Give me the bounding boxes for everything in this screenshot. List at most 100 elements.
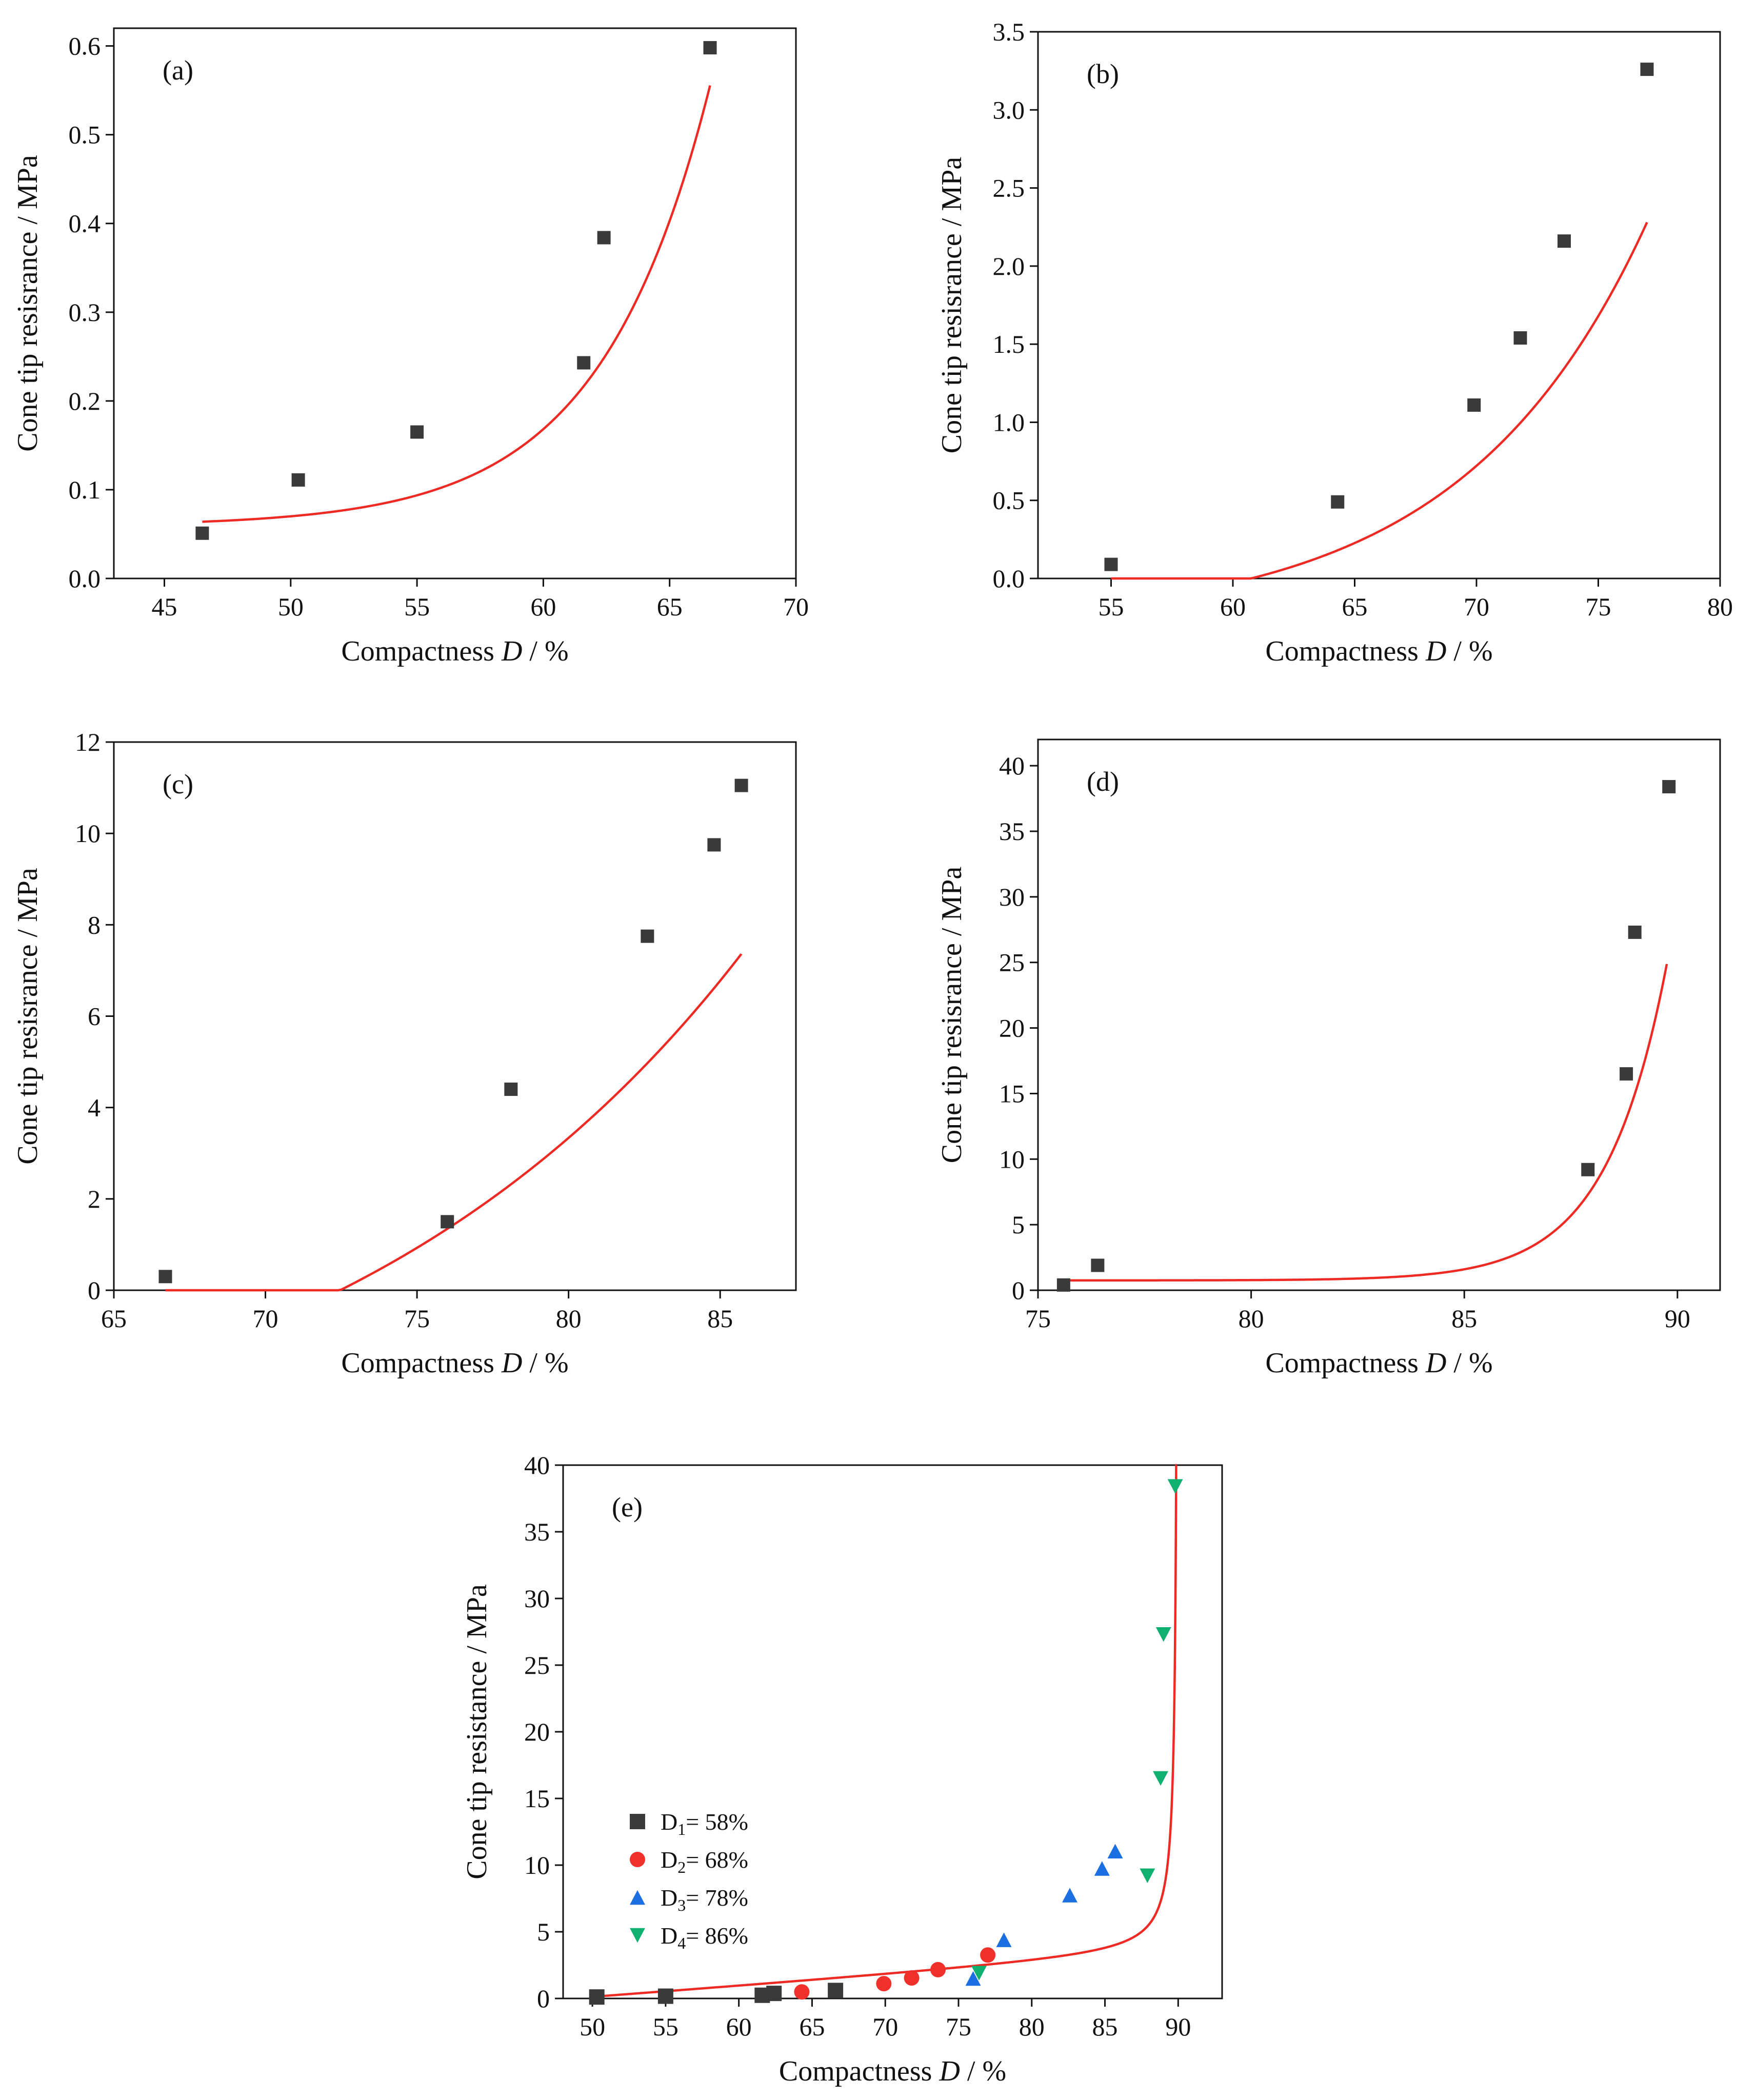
panel-d: 75 80 85 90 0 5 10 15 20 25 30 35 40 Compactness D / … (936, 738, 1721, 1379)
x-axis-title: Compactness D / % (1265, 1347, 1492, 1379)
fit-curve (1063, 964, 1668, 1282)
x-axis-title-main: Compactness (1265, 1347, 1426, 1379)
data-point (1331, 495, 1345, 509)
data-point (734, 778, 748, 792)
x-axis-title-unit: / % (522, 1347, 568, 1379)
data-point-D4 (971, 1966, 987, 1981)
x-axis-title-unit: / % (1446, 635, 1492, 667)
y-tick-label: 15 (524, 1784, 550, 1813)
legend-entry: D2= 68% (661, 1847, 748, 1876)
x-tick-label: 60 (726, 2012, 752, 2041)
x-axis-title: Compactness D / % (779, 2055, 1006, 2087)
y-tick-label: 35 (524, 1517, 550, 1546)
legend-rest: = 78% (686, 1885, 748, 1911)
legend-marker (630, 1928, 645, 1943)
panel-e: 50 55 60 65 70 75 80 85 90 0 5 10 15 20 25 30 35 40 Compac… (461, 1451, 1223, 2087)
data-point (597, 231, 611, 245)
data-point-D4 (1140, 1868, 1155, 1884)
x-axis-title: Compactness D / % (341, 635, 568, 667)
plot-frame (113, 27, 797, 579)
x-tick-label: 55 (1099, 592, 1124, 621)
y-axis-title: Cone tip resisrance / MPa (936, 157, 968, 454)
data-point (577, 356, 591, 370)
y-tick-label: 30 (524, 1584, 550, 1613)
data-point (1620, 1067, 1633, 1081)
y-tick-label: 12 (75, 728, 101, 756)
y-tick-label: 0.0 (69, 564, 101, 593)
y-tick-label: 40 (524, 1451, 550, 1479)
data-point (707, 838, 721, 852)
data-point (1467, 398, 1481, 412)
legend-base: D (661, 1847, 677, 1873)
data-point-D2 (794, 1984, 810, 2000)
legend-subscript: 3 (677, 1896, 686, 1914)
data-point (1104, 557, 1118, 571)
y-tick-label: 10 (524, 1851, 550, 1879)
legend-marker (630, 1814, 645, 1829)
fit-curve (592, 1464, 1177, 1998)
y-tick-label: 2.0 (993, 252, 1025, 281)
x-tick-label: 80 (1239, 1304, 1264, 1333)
data-point-D2 (904, 1970, 920, 1986)
y-tick-label: 0 (1012, 1276, 1025, 1305)
panel-label: (c) (163, 769, 193, 799)
x-tick-label: 75 (1586, 592, 1611, 621)
y-tick-label: 10 (75, 819, 101, 848)
panel-b: 55 60 65 70 75 80 0.0 0.5 1.0 1.5 2.0 2.5 3.0 3.5 Comp… (936, 17, 1733, 667)
data-point (641, 929, 654, 943)
legend-base: D (661, 1885, 677, 1911)
y-axis-title: Cone tip resisrance / MPa (12, 868, 44, 1165)
y-tick-label: 35 (999, 817, 1025, 846)
panel-a: 45 50 55 60 65 70 0.0 0.1 0.2 0.3 0.4 0.5 0.6 Compact… (12, 27, 809, 667)
y-tick-label: 2 (88, 1185, 101, 1213)
legend-marker (630, 1890, 645, 1905)
x-axis-title-var: D (1425, 635, 1446, 667)
panel-label: (d) (1087, 766, 1119, 797)
x-tick-label: 80 (556, 1304, 582, 1333)
panel-label: (e) (612, 1492, 643, 1523)
data-point-D1 (828, 1983, 844, 1998)
panel-c: 65 70 75 80 85 0 2 4 6 8 10 12 Compactness D / % Cone… (12, 728, 797, 1379)
data-point (195, 526, 209, 540)
y-tick-label: 0.2 (69, 387, 101, 415)
x-axis-title-main: Compactness (779, 2055, 940, 2087)
legend-base: D (661, 1923, 677, 1949)
y-tick-label: 15 (999, 1079, 1025, 1108)
y-tick-label: 0.5 (993, 486, 1025, 515)
legend-entry: D4= 86% (661, 1923, 748, 1952)
legend-rest: = 86% (686, 1923, 748, 1949)
y-tick-label: 0 (88, 1276, 101, 1305)
x-tick-label: 90 (1665, 1304, 1690, 1333)
x-tick-label: 75 (946, 2012, 971, 2041)
y-tick-label: 0.0 (993, 564, 1025, 593)
y-tick-label: 1.0 (993, 408, 1025, 436)
data-point-D4 (1167, 1479, 1183, 1494)
legend-rest: = 68% (686, 1847, 748, 1873)
data-point (1640, 63, 1654, 76)
data-point (1513, 331, 1527, 345)
y-tick-label: 25 (524, 1651, 550, 1679)
y-axis-title: Cone tip resisrance / MPa (936, 867, 968, 1164)
legend-subscript: 1 (677, 1820, 686, 1838)
x-tick-label: 85 (1451, 1304, 1477, 1333)
y-tick-label: 0.5 (69, 121, 101, 149)
x-tick-label: 65 (101, 1304, 127, 1333)
plot-frame (1037, 738, 1721, 1291)
data-point (703, 41, 717, 55)
x-axis-title-main: Compactness (341, 1347, 502, 1379)
x-tick-label: 70 (253, 1304, 278, 1333)
x-tick-label: 85 (707, 1304, 733, 1333)
x-axis-title-unit: / % (960, 2055, 1006, 2087)
y-tick-label: 2.5 (993, 174, 1025, 203)
x-axis-title: Compactness D / % (1265, 635, 1492, 667)
x-axis-title-var: D (501, 1347, 522, 1379)
legend-entry: D3= 78% (661, 1885, 748, 1914)
x-tick-label: 65 (799, 2012, 825, 2041)
data-point-D2 (876, 1976, 892, 1992)
x-tick-label: 75 (404, 1304, 430, 1333)
x-tick-label: 55 (653, 2012, 678, 2041)
x-tick-label: 50 (278, 592, 304, 621)
x-tick-label: 70 (872, 2012, 898, 2041)
data-point (1091, 1258, 1105, 1272)
